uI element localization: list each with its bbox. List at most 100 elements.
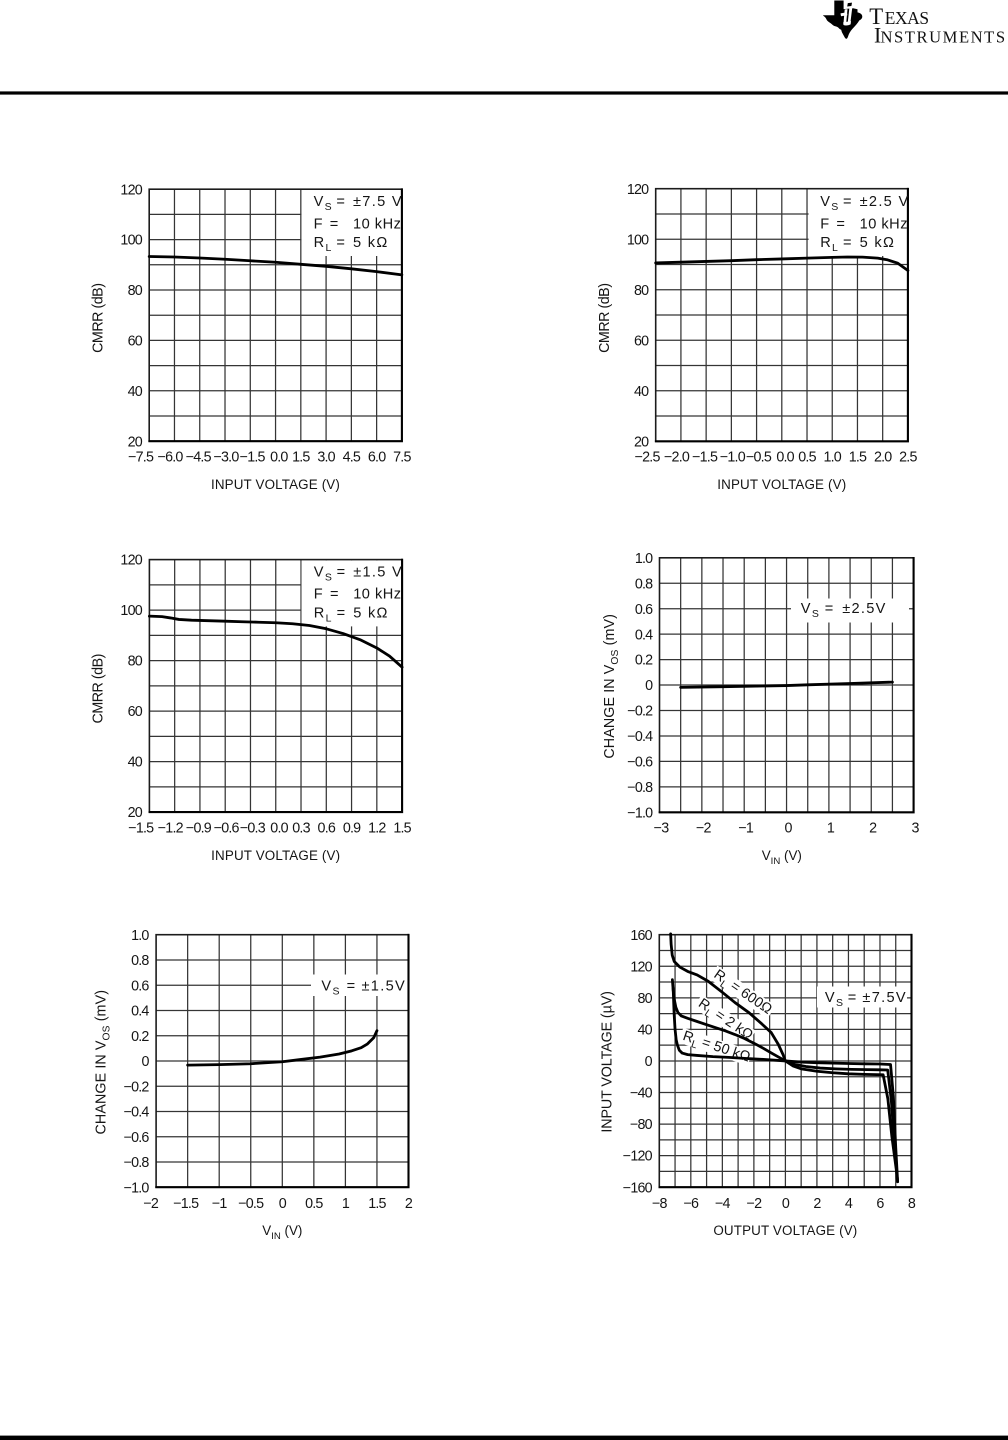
svg-text:−2: −2 xyxy=(747,1196,763,1212)
svg-text:−8: −8 xyxy=(652,1196,668,1212)
svg-text:CHANGE IN VOS​ (mV): CHANGE IN VOS​ (mV) xyxy=(94,990,113,1135)
svg-text:−1: −1 xyxy=(738,821,754,837)
svg-text:I: I xyxy=(874,24,881,48)
svg-text:120: 120 xyxy=(120,553,142,569)
svg-text:0.0: 0.0 xyxy=(270,821,288,837)
svg-text:2.0: 2.0 xyxy=(874,450,892,466)
svg-text:−3.0: −3.0 xyxy=(213,450,239,466)
svg-text:VS​=±2.5 V: VS​=±2.5 V xyxy=(820,194,909,213)
svg-text:RL​=5 kΩ: RL​=5 kΩ xyxy=(820,235,895,254)
svg-text:−0.4: −0.4 xyxy=(627,729,653,745)
svg-text:60: 60 xyxy=(634,333,649,349)
svg-text:VIN​ (V): VIN​ (V) xyxy=(262,1223,302,1242)
svg-text:−2: −2 xyxy=(143,1196,159,1212)
svg-text:F=10 kHz: F = 10 kHz xyxy=(314,216,402,232)
svg-text:CMRR (dB): CMRR (dB) xyxy=(597,284,613,353)
svg-text:0.0: 0.0 xyxy=(270,450,288,466)
svg-text:60: 60 xyxy=(128,334,143,350)
svg-text:120: 120 xyxy=(120,182,142,198)
svg-text:−3: −3 xyxy=(654,821,670,837)
svg-text:6.0: 6.0 xyxy=(368,450,386,466)
svg-text:−1.0: −1.0 xyxy=(720,450,746,466)
svg-text:120: 120 xyxy=(627,182,649,198)
svg-text:100: 100 xyxy=(120,233,142,249)
svg-text:0: 0 xyxy=(645,1054,653,1070)
svg-text:OUTPUT VOLTAGE (V): OUTPUT VOLTAGE (V) xyxy=(713,1223,857,1238)
svg-text:EXAS: EXAS xyxy=(885,8,929,28)
svg-text:8: 8 xyxy=(908,1196,916,1212)
svg-text:VS​=±2.5V: VS​=±2.5V xyxy=(801,601,887,620)
svg-text:−2: −2 xyxy=(696,821,712,837)
svg-text:1.5: 1.5 xyxy=(292,450,310,466)
svg-text:INPUT VOLTAGE (V): INPUT VOLTAGE (V) xyxy=(717,477,846,492)
svg-text:1.5: 1.5 xyxy=(849,450,867,466)
svg-text:2: 2 xyxy=(869,821,877,837)
svg-text:0.4: 0.4 xyxy=(131,1004,149,1020)
svg-text:−1.5: −1.5 xyxy=(692,450,718,466)
svg-text:VS​=±1.5V: VS​=±1.5V xyxy=(321,978,406,997)
svg-text:100: 100 xyxy=(627,232,649,248)
svg-text:VS​=±7.5 V: VS​=±7.5 V xyxy=(314,194,403,213)
svg-text:−0.2: −0.2 xyxy=(124,1079,150,1095)
svg-text:RL​=5 kΩ: RL​=5 kΩ xyxy=(314,605,389,624)
svg-text:0.8: 0.8 xyxy=(131,953,149,969)
svg-text:160: 160 xyxy=(630,928,652,944)
svg-text:−1: −1 xyxy=(212,1196,228,1212)
svg-text:INPUT VOLTAGE (V): INPUT VOLTAGE (V) xyxy=(211,477,340,492)
svg-text:0.2: 0.2 xyxy=(131,1029,149,1045)
svg-text:−0.8: −0.8 xyxy=(627,780,653,796)
svg-text:INPUT VOLTAGE (V): INPUT VOLTAGE (V) xyxy=(211,848,340,863)
svg-text:80: 80 xyxy=(637,991,652,1007)
svg-text:0: 0 xyxy=(279,1196,287,1212)
svg-text:40: 40 xyxy=(637,1022,652,1038)
svg-text:−1.5: −1.5 xyxy=(128,821,154,837)
svg-text:CMRR (dB): CMRR (dB) xyxy=(90,284,106,353)
svg-text:120: 120 xyxy=(630,959,652,975)
svg-text:−0.5: −0.5 xyxy=(238,1196,264,1212)
svg-text:1.0: 1.0 xyxy=(635,551,653,567)
svg-text:−2.0: −2.0 xyxy=(664,450,690,466)
svg-text:0.6: 0.6 xyxy=(635,602,653,618)
svg-text:1.5: 1.5 xyxy=(368,1196,386,1212)
svg-text:CMRR (dB): CMRR (dB) xyxy=(90,654,106,723)
svg-text:1.0: 1.0 xyxy=(131,928,149,944)
svg-text:0: 0 xyxy=(784,821,792,837)
svg-text:−2.5: −2.5 xyxy=(635,450,661,466)
svg-text:0: 0 xyxy=(782,1196,790,1212)
svg-text:0.5: 0.5 xyxy=(798,450,816,466)
svg-text:40: 40 xyxy=(634,384,649,400)
svg-text:20: 20 xyxy=(634,434,649,450)
svg-text:0.5: 0.5 xyxy=(305,1196,323,1212)
svg-text:−0.3: −0.3 xyxy=(240,821,266,837)
svg-text:F=10 kHz: F = 10 kHz xyxy=(314,587,402,603)
svg-text:−0.9: −0.9 xyxy=(186,821,212,837)
svg-text:−80: −80 xyxy=(630,1117,653,1133)
svg-text:80: 80 xyxy=(128,654,143,670)
svg-text:−120: −120 xyxy=(623,1149,653,1165)
svg-text:100: 100 xyxy=(120,603,142,619)
svg-text:−1.0: −1.0 xyxy=(627,805,653,821)
svg-text:RL​=5 kΩ: RL​=5 kΩ xyxy=(314,235,389,254)
svg-text:0.6: 0.6 xyxy=(131,978,149,994)
svg-text:0.2: 0.2 xyxy=(635,653,653,669)
svg-text:INPUT VOLTAGE (µV): INPUT VOLTAGE (µV) xyxy=(600,991,616,1132)
svg-text:−1.5: −1.5 xyxy=(173,1196,199,1212)
svg-text:0.6: 0.6 xyxy=(318,821,336,837)
svg-text:T: T xyxy=(869,4,883,29)
svg-text:40: 40 xyxy=(128,384,143,400)
svg-text:−4: −4 xyxy=(715,1196,731,1212)
svg-text:40: 40 xyxy=(128,755,143,771)
svg-text:0: 0 xyxy=(645,678,653,694)
svg-text:1.2: 1.2 xyxy=(368,821,386,837)
svg-text:6: 6 xyxy=(876,1196,884,1212)
svg-text:80: 80 xyxy=(634,283,649,299)
svg-text:−4.5: −4.5 xyxy=(186,450,212,466)
svg-text:−0.4: −0.4 xyxy=(124,1105,150,1121)
svg-text:−1.2: −1.2 xyxy=(158,821,184,837)
svg-text:3.0: 3.0 xyxy=(317,450,335,466)
svg-text:2: 2 xyxy=(813,1196,821,1212)
svg-text:1: 1 xyxy=(827,821,835,837)
svg-text:4: 4 xyxy=(845,1196,853,1212)
svg-text:VIN​ (V): VIN​ (V) xyxy=(762,848,802,867)
svg-text:60: 60 xyxy=(128,704,143,720)
